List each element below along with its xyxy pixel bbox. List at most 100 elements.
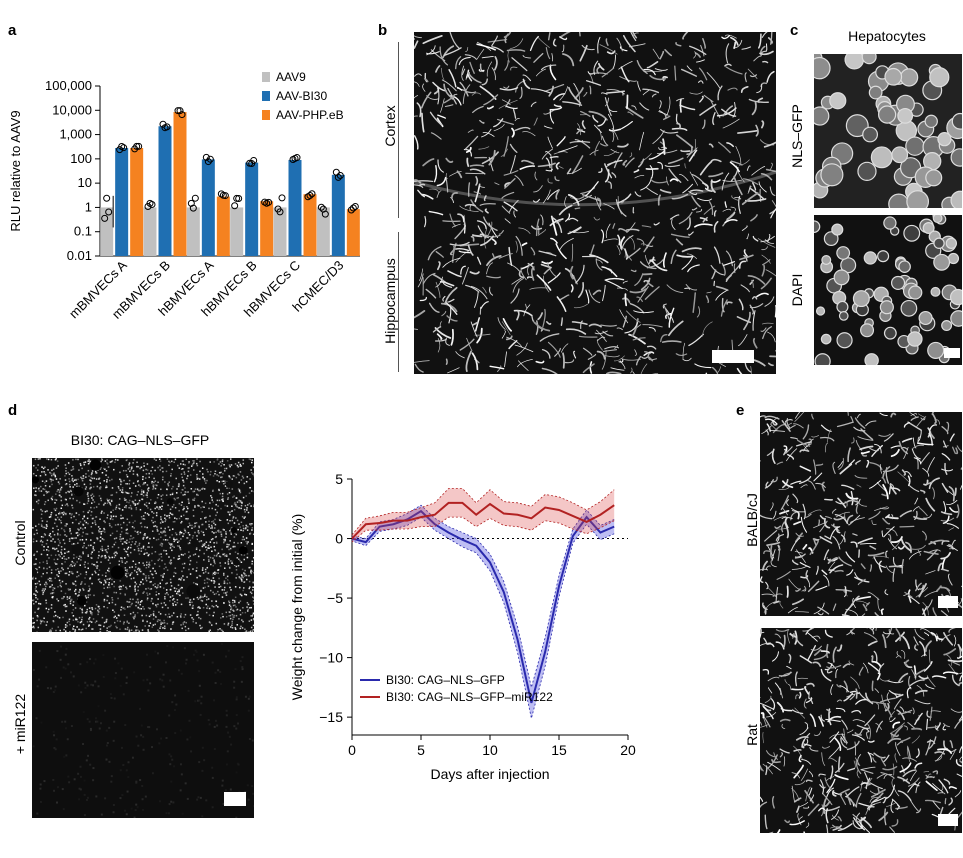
texture-dot [234, 463, 237, 465]
vessel-segment [947, 659, 962, 663]
vessel-segment [619, 309, 629, 324]
texture-dot [182, 622, 185, 624]
texture-dot [106, 498, 108, 501]
texture-dot [103, 527, 105, 530]
vessel-segment [776, 829, 781, 833]
vessel-segment [854, 819, 862, 823]
vessel-segment [880, 756, 887, 767]
texture-dot [171, 595, 174, 597]
texture-dot [156, 586, 159, 588]
texture-dot [244, 511, 246, 513]
texture-dot [92, 618, 95, 620]
texture-dot [192, 462, 195, 465]
vessel-segment [511, 277, 522, 285]
vessel-segment [900, 650, 906, 659]
texture-dot [121, 794, 124, 797]
vessel-segment [646, 61, 659, 69]
texture-dot [88, 509, 91, 512]
vessel-segment [515, 235, 523, 256]
texture-dot [135, 566, 137, 568]
texture-dot [126, 575, 128, 578]
vessel-segment [800, 768, 809, 781]
texture-dot [36, 582, 39, 585]
texture-dot [54, 611, 56, 613]
texture-dot [111, 487, 114, 489]
texture-dot [196, 583, 199, 586]
vessel-segment [865, 692, 874, 705]
vessel-segment [878, 663, 885, 674]
texture-dot [244, 516, 246, 518]
vessel-segment [886, 528, 898, 537]
cell [829, 92, 847, 110]
vessel-segment [442, 45, 455, 59]
texture-dot [208, 523, 210, 526]
texture-dot [68, 574, 70, 576]
data-point [233, 194, 241, 202]
vessel-segment [725, 43, 730, 64]
texture-dot [96, 565, 99, 567]
cell [840, 257, 857, 274]
texture-dot [223, 592, 225, 594]
texture-dot [228, 601, 231, 604]
vessel-segment [455, 351, 465, 359]
texture-dot [235, 816, 238, 818]
texture-dot [162, 530, 165, 533]
texture-dot [128, 464, 130, 466]
texture-dot [176, 615, 179, 618]
texture-dot [146, 469, 149, 471]
texture-dot [246, 784, 249, 787]
vessel-segment [594, 330, 608, 335]
vessel-segment [871, 444, 883, 457]
vessel-segment [452, 245, 455, 253]
texture-dot [171, 549, 173, 552]
texture-dot [73, 537, 76, 539]
vessel-segment [940, 586, 951, 592]
vessel-segment [761, 32, 768, 38]
vessel-segment [790, 480, 802, 485]
texture-dot [130, 629, 133, 631]
texture-dot [208, 560, 210, 563]
vessel-segment [657, 194, 662, 206]
vessel-segment [899, 762, 912, 773]
vessel-segment [811, 635, 821, 640]
vessel-segment [578, 32, 581, 37]
texture-dot [49, 516, 52, 518]
texture-dot [91, 573, 94, 576]
cell [908, 285, 923, 300]
texture-dot [235, 727, 238, 730]
vessel-segment [556, 136, 566, 147]
vessel-segment [567, 193, 580, 206]
texture-dot [41, 480, 44, 483]
texture-dot [129, 538, 131, 540]
vessel-segment [864, 714, 876, 727]
texture-dot [137, 601, 140, 603]
texture-dot [249, 486, 251, 489]
vessel-segment [862, 728, 870, 733]
error-band [352, 488, 615, 543]
vessel-segment [883, 433, 894, 442]
texture-dot [196, 464, 199, 467]
texture-dot [194, 531, 196, 534]
vessel-segment [593, 124, 602, 133]
texture-dot [110, 460, 113, 463]
vessel-segment [793, 745, 803, 760]
texture-dot [222, 630, 224, 632]
texture-dot [137, 549, 140, 552]
vessel-segment [926, 481, 933, 486]
texture-dot [83, 545, 85, 547]
texture-dot [228, 600, 230, 603]
texture-dot [103, 621, 106, 624]
texture-dot [52, 538, 54, 540]
texture-dot [120, 606, 123, 608]
texture-dot [214, 523, 217, 526]
vessel-segment [601, 92, 608, 95]
texture-dot [35, 586, 37, 588]
texture-dot [104, 580, 107, 582]
texture-dot [81, 467, 83, 470]
data-point [349, 204, 357, 212]
texture-dot [149, 622, 152, 624]
texture-dot [90, 612, 92, 615]
vessel-segment [568, 167, 582, 175]
vessel-segment [821, 752, 826, 766]
texture-dot [123, 548, 126, 551]
